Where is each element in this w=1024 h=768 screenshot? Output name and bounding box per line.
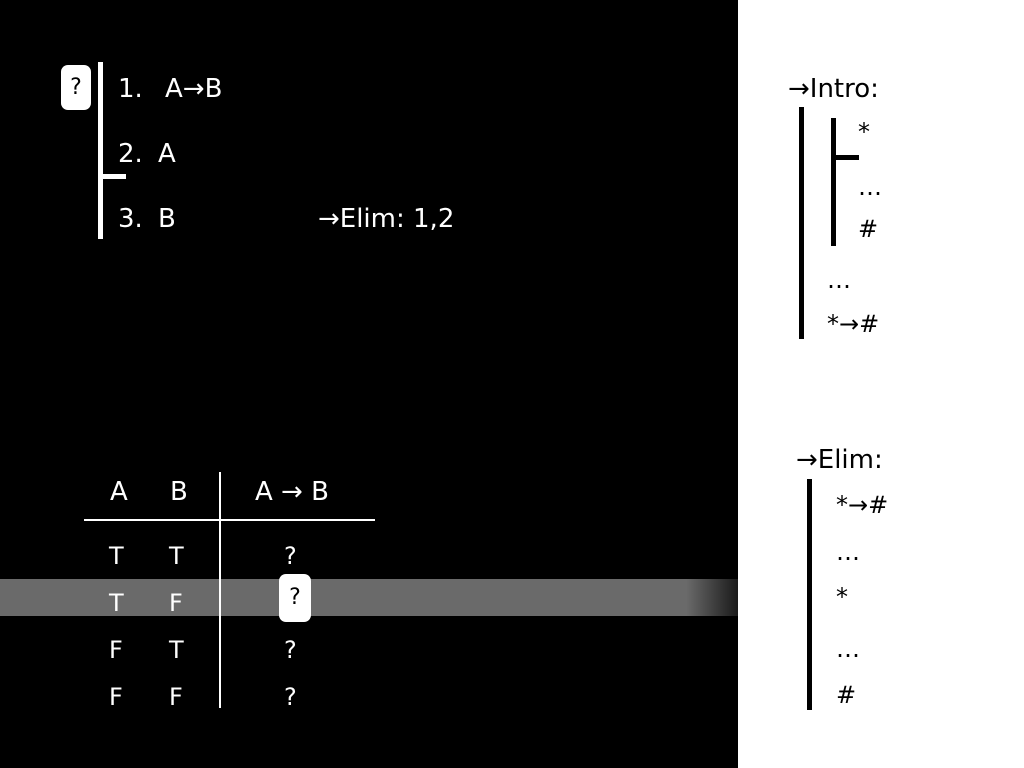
- intro-subproof-scope-line: [831, 118, 836, 246]
- truth-table-header-b: B: [170, 477, 188, 507]
- proof-line-2-number: 2.: [118, 139, 143, 169]
- elim-item: …: [836, 635, 860, 663]
- truth-table-header-a: A: [110, 477, 128, 507]
- right-panel: [738, 0, 1024, 768]
- elim-rule-title: →Elim:: [796, 445, 883, 475]
- truth-table-cell: T: [169, 636, 184, 664]
- intro-subproof-conclusion: #: [858, 215, 879, 243]
- proof-line-3-formula: B: [158, 204, 176, 234]
- proof-line-3-justification: →Elim: 1,2: [318, 204, 455, 234]
- truth-table-cell: T: [169, 542, 184, 570]
- truth-table-cell: F: [169, 589, 183, 617]
- intro-outer-scope-line: [799, 107, 804, 339]
- intro-ellipsis: …: [827, 266, 851, 294]
- truth-table-column-divider: [219, 472, 221, 708]
- elim-item: *→#: [836, 491, 889, 519]
- truth-table-cell: F: [169, 683, 183, 711]
- proof-premise-bar: [98, 174, 126, 179]
- truth-table-cell: T: [109, 542, 124, 570]
- proof-line-3-number: 3.: [118, 204, 143, 234]
- truth-table-cell: ?: [284, 683, 297, 711]
- intro-subproof-assumption-bar: [831, 155, 859, 160]
- truth-table-cell: ?: [284, 542, 297, 570]
- proof-question-badge: ?: [61, 65, 91, 110]
- truth-table-question-badge: ?: [279, 574, 311, 622]
- proof-line-2-formula: A: [158, 139, 176, 169]
- intro-subproof-assumption: *: [858, 118, 870, 146]
- intro-rule-title: →Intro:: [788, 74, 879, 104]
- left-panel: [0, 0, 738, 768]
- intro-conclusion: *→#: [827, 310, 880, 338]
- truth-table-cell: T: [109, 589, 124, 617]
- truth-table-cell: F: [109, 636, 123, 664]
- truth-table-header-a-implies-b: A → B: [255, 477, 329, 507]
- elim-scope-line: [807, 479, 812, 710]
- proof-scope-line: [98, 62, 103, 239]
- proof-line-1-formula: A→B: [165, 74, 223, 104]
- elim-item: #: [836, 681, 857, 709]
- elim-item: *: [836, 583, 848, 611]
- truth-table-highlight-row: [0, 579, 738, 616]
- proof-line-1-number: 1.: [118, 74, 143, 104]
- truth-table-cell: F: [109, 683, 123, 711]
- truth-table-header-rule: [84, 519, 375, 521]
- elim-item: …: [836, 538, 860, 566]
- truth-table-cell: ?: [284, 636, 297, 664]
- intro-subproof-ellipsis: …: [858, 173, 882, 201]
